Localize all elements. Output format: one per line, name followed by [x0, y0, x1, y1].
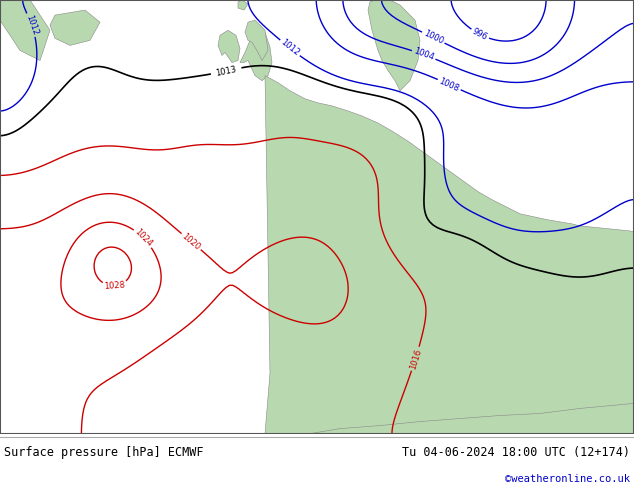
Text: Surface pressure [hPa] ECMWF: Surface pressure [hPa] ECMWF [4, 446, 204, 459]
Polygon shape [238, 0, 248, 10]
Text: 996: 996 [471, 26, 489, 42]
Polygon shape [310, 403, 634, 434]
Text: 1004: 1004 [412, 47, 435, 63]
Text: 1012: 1012 [24, 14, 39, 36]
Text: 1028: 1028 [104, 281, 126, 291]
Text: Tu 04-06-2024 18:00 UTC (12+174): Tu 04-06-2024 18:00 UTC (12+174) [402, 446, 630, 459]
Polygon shape [245, 20, 268, 60]
Text: 1016: 1016 [408, 347, 423, 370]
Text: 1012: 1012 [279, 38, 301, 58]
Text: 1024: 1024 [133, 227, 154, 249]
Text: ©weatheronline.co.uk: ©weatheronline.co.uk [505, 474, 630, 484]
Text: 1008: 1008 [437, 76, 461, 93]
Polygon shape [265, 75, 634, 434]
Polygon shape [368, 0, 420, 91]
Text: 1000: 1000 [422, 29, 444, 46]
Polygon shape [0, 0, 50, 60]
Text: 1020: 1020 [180, 231, 202, 252]
Polygon shape [218, 30, 240, 63]
Text: 1013: 1013 [215, 65, 238, 77]
Polygon shape [50, 10, 100, 46]
Polygon shape [240, 25, 272, 81]
